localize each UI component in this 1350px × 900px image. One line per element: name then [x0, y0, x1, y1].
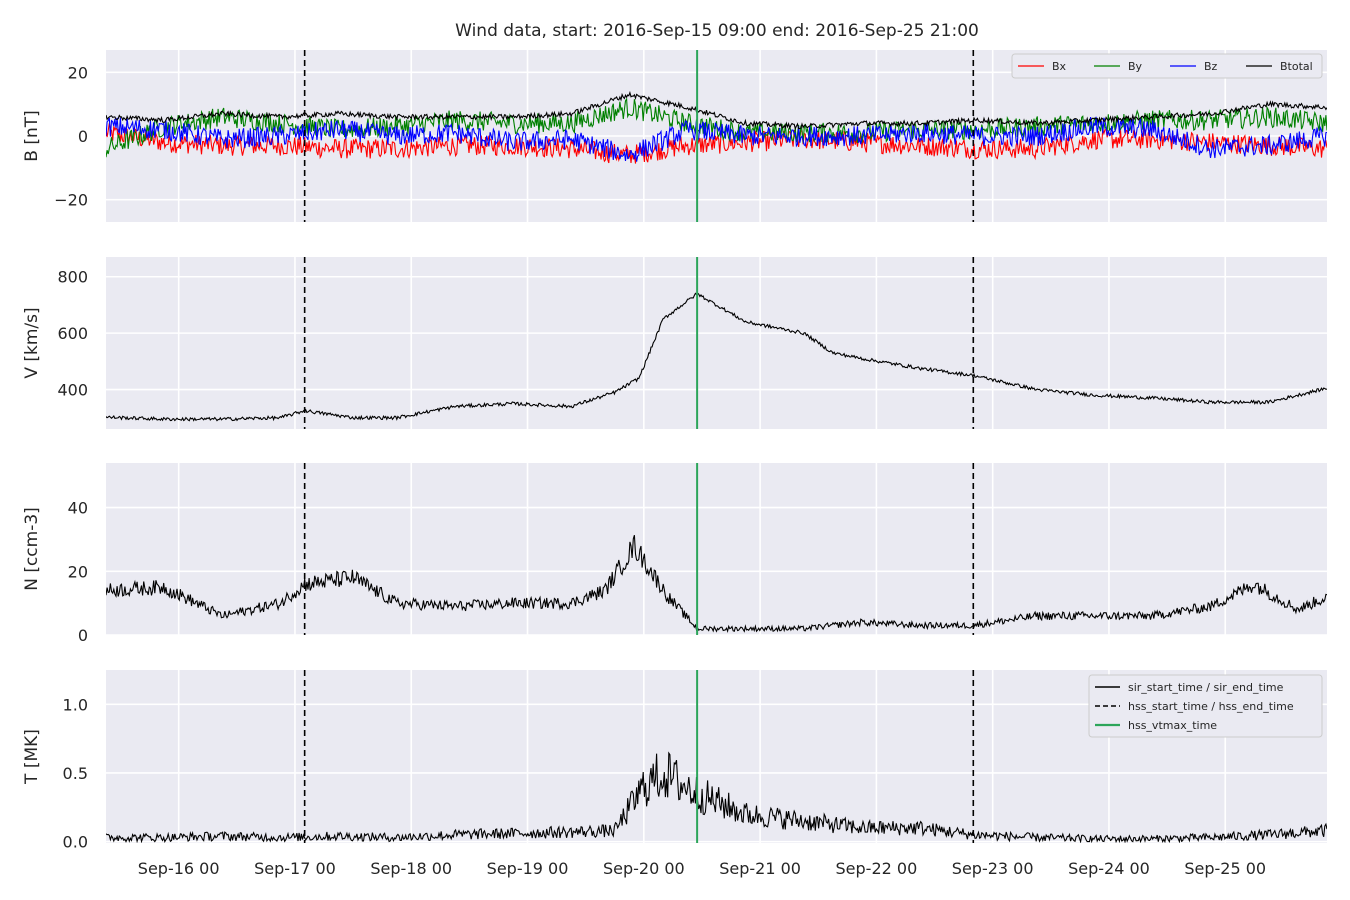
y-tick-label: 0	[78, 127, 88, 146]
y-tick-label: −20	[54, 191, 88, 210]
y-tick-label: 20	[68, 562, 88, 581]
legend-entry-by: By	[1128, 60, 1143, 73]
y-tick-label: 400	[57, 381, 88, 400]
series-line-bz	[106, 116, 1327, 162]
legend-entry-btotal: Btotal	[1280, 60, 1313, 73]
x-tick-label: Sep-20 00	[603, 859, 685, 878]
legend-entry: hss_vtmax_time	[1128, 719, 1217, 732]
y-axis-label: B [nT]	[22, 110, 42, 162]
y-axis-label: N [ccm-3]	[22, 507, 42, 591]
x-tick-label: Sep-17 00	[254, 859, 336, 878]
legend-entry-bx: Bx	[1052, 60, 1067, 73]
x-tick-label: Sep-18 00	[370, 859, 452, 878]
legend-t: sir_start_time / sir_end_time hss_start_t…	[1088, 674, 1323, 738]
series-group	[106, 90, 1327, 164]
legend-entry-bz: Bz	[1204, 60, 1218, 73]
x-tick-label: Sep-23 00	[952, 859, 1034, 878]
series-line-t	[106, 751, 1327, 843]
x-tick-label: Sep-25 00	[1184, 859, 1266, 878]
legend-box	[1011, 53, 1323, 79]
chart-title: Wind data, start: 2016-Sep-15 09:00 end:…	[455, 21, 979, 41]
y-tick-label: 20	[68, 63, 88, 82]
x-tick-label: Sep-24 00	[1068, 859, 1150, 878]
panel-4: 1.0 0.5 0.0 T [MK]	[22, 670, 1327, 852]
series-line-n	[106, 535, 1327, 633]
x-tick-label: Sep-19 00	[487, 859, 569, 878]
y-tick-label: 800	[57, 268, 88, 287]
legend-box	[1088, 674, 1323, 738]
y-axis-label: T [MK]	[22, 729, 42, 785]
panel-background	[106, 463, 1327, 635]
legend-b: Bx By Bz Btotal	[1011, 53, 1323, 79]
panel-background	[106, 257, 1327, 429]
x-tick-label: Sep-16 00	[138, 859, 220, 878]
series-group	[106, 751, 1327, 843]
x-tick-label: Sep-21 00	[719, 859, 801, 878]
x-tick-label: Sep-22 00	[836, 859, 918, 878]
x-axis: Sep-16 00 Sep-17 00 Sep-18 00 Sep-19 00 Sep-…	[138, 859, 1266, 878]
panel-3: 40 20 0 N [ccm-3]	[22, 463, 1327, 645]
series-line-v	[106, 292, 1327, 422]
y-tick-label: 0.0	[63, 833, 88, 852]
series-group	[106, 535, 1327, 633]
y-tick-label: 0.5	[63, 764, 88, 783]
y-tick-label: 0	[78, 626, 88, 645]
panel-2: 800 600 400 V [km/s]	[22, 257, 1327, 429]
panels-group: 20 0 −20 B [nT] 800 600 400 V [km/s] 40 20 0 N [ccm…	[22, 50, 1327, 852]
legend-entry: sir_start_time / sir_end_time	[1128, 681, 1284, 694]
y-tick-label: 1.0	[63, 695, 88, 714]
series-line-bx	[106, 123, 1327, 164]
y-axis-label: V [km/s]	[22, 307, 42, 378]
y-tick-label: 600	[57, 324, 88, 343]
y-tick-label: 40	[68, 499, 88, 518]
series-group	[106, 292, 1327, 422]
series-line-btotal	[106, 90, 1327, 131]
legend-entry: hss_start_time / hss_end_time	[1128, 700, 1294, 713]
